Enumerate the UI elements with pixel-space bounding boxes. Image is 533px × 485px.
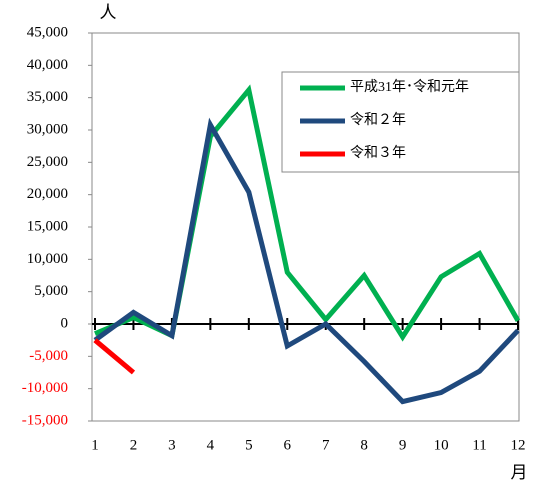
x-tick-label: 5 — [245, 437, 253, 453]
y-tick-label: -15,000 — [22, 412, 68, 428]
legend-label: 令和３年 — [350, 145, 406, 161]
y-tick-label: 25,000 — [27, 154, 68, 170]
legend-label: 令和２年 — [350, 112, 406, 128]
legend-label: 平成31年･令和元年 — [350, 79, 469, 95]
x-tick-label: 10 — [434, 437, 449, 453]
series-line — [93, 338, 136, 375]
y-tick-label: 45,000 — [27, 24, 68, 40]
y-unit: 人 — [100, 3, 117, 22]
x-tick-label: 8 — [360, 437, 368, 453]
y-tick-label: 30,000 — [27, 121, 68, 137]
x-tick-label: 11 — [472, 437, 486, 453]
x-unit: 月 — [511, 463, 528, 482]
series-line — [93, 117, 520, 405]
y-tick-label: 5,000 — [34, 283, 68, 299]
y-tick-label: 10,000 — [27, 251, 68, 267]
x-tick-label: 3 — [168, 437, 176, 453]
y-tick-label: 40,000 — [27, 57, 68, 73]
x-tick-label: 2 — [130, 437, 138, 453]
x-tick-label: 12 — [511, 437, 526, 453]
y-tick-label: -5,000 — [29, 348, 68, 364]
x-tick-label: 7 — [322, 437, 330, 453]
y-tick-label: 20,000 — [27, 186, 68, 202]
y-tick-label: 35,000 — [27, 89, 68, 105]
x-tick-label: 1 — [91, 437, 99, 453]
x-tick-label: 4 — [207, 437, 215, 453]
y-tick-label: 0 — [61, 315, 69, 331]
y-tick-label: 15,000 — [27, 218, 68, 234]
x-tick-label: 9 — [399, 437, 407, 453]
x-tick-label: 6 — [284, 437, 292, 453]
y-tick-label: -10,000 — [22, 380, 68, 396]
